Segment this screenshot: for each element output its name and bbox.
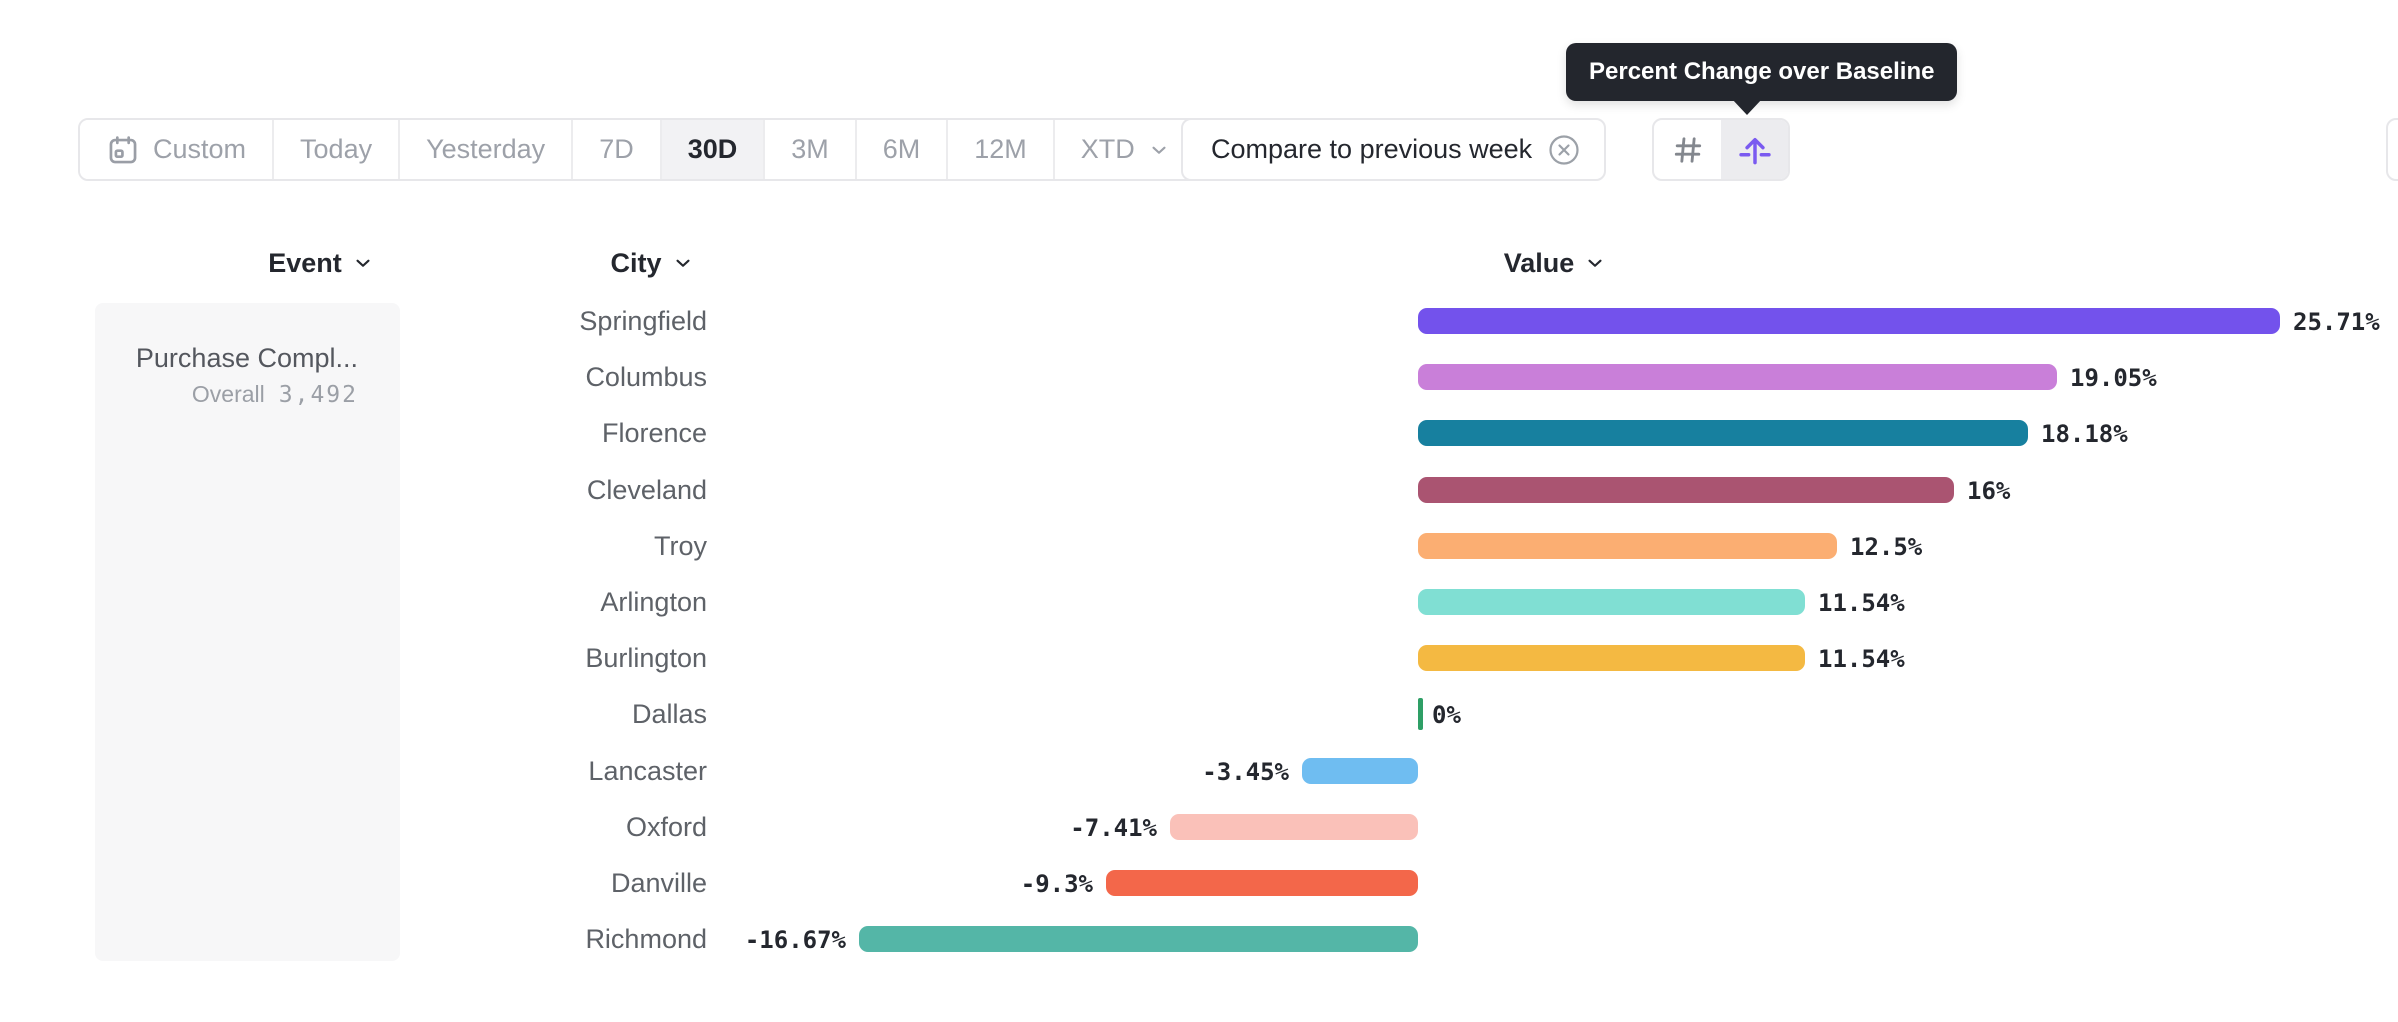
- chevron-down-icon: [352, 252, 374, 274]
- value-label-dallas: 0%: [1432, 701, 1461, 729]
- bar-dallas[interactable]: [1418, 698, 1423, 730]
- chevron-down-icon: [672, 252, 694, 274]
- absolute-values-toggle[interactable]: [1654, 120, 1721, 179]
- value-label-lancaster: -3.45%: [1202, 758, 1289, 786]
- city-label-florence: Florence: [601, 418, 707, 448]
- bar-springfield[interactable]: [1418, 308, 2280, 334]
- city-label-springfield: Springfield: [579, 306, 707, 336]
- chevron-down-icon: [1584, 252, 1606, 274]
- date-range-label: XTD: [1080, 134, 1135, 164]
- date-range-12m[interactable]: 12M: [948, 120, 1055, 179]
- value-label-oxford: -7.41%: [1070, 814, 1157, 842]
- date-range-label: Today: [300, 134, 373, 164]
- event-overall: Overall 3,492: [192, 381, 358, 408]
- date-range-label: Custom: [153, 134, 247, 164]
- column-header-value[interactable]: Value: [1455, 245, 1655, 281]
- city-label-lancaster: Lancaster: [588, 756, 707, 786]
- circle-x-icon[interactable]: [1548, 134, 1580, 166]
- bar-oxford[interactable]: [1170, 814, 1418, 840]
- city-label-columbus: Columbus: [585, 362, 707, 392]
- baseline-arrow-icon: [1736, 131, 1774, 169]
- city-label-dallas: Dallas: [631, 699, 707, 729]
- date-range-label: 6M: [882, 134, 921, 164]
- date-range-label: 12M: [974, 134, 1027, 164]
- bar-arlington[interactable]: [1418, 589, 1805, 615]
- tooltip-text: Percent Change over Baseline: [1589, 58, 1935, 85]
- calendar-icon: [106, 133, 140, 167]
- value-label-springfield: 25.71%: [2293, 308, 2380, 336]
- bar-columbus[interactable]: [1418, 364, 2057, 390]
- event-name: Purchase Compl...: [135, 343, 358, 373]
- city-label-cleveland: Cleveland: [586, 475, 707, 505]
- bar-florence[interactable]: [1418, 420, 2028, 446]
- city-label-danville: Danville: [610, 868, 707, 898]
- date-range-label: Yesterday: [426, 134, 546, 164]
- bar-cleveland[interactable]: [1418, 477, 1954, 503]
- bar-troy[interactable]: [1418, 533, 1837, 559]
- date-range-label: 30D: [687, 134, 738, 164]
- value-label-richmond: -16.67%: [744, 926, 846, 954]
- clipped-toolbar-button[interactable]: [2386, 118, 2398, 181]
- value-label-troy: 12.5%: [1850, 533, 1923, 561]
- bar-burlington[interactable]: [1418, 645, 1805, 671]
- column-header-event[interactable]: Event: [221, 245, 421, 281]
- date-range-label: 3M: [791, 134, 829, 164]
- percent-change-toggle[interactable]: [1721, 120, 1788, 179]
- column-header-city-label: City: [610, 247, 662, 278]
- compare-chip[interactable]: Compare to previous week: [1181, 118, 1607, 181]
- date-range-yesterday[interactable]: Yesterday: [400, 120, 574, 179]
- hash-icon: [1670, 132, 1706, 168]
- date-range-xtd[interactable]: XTD: [1054, 120, 1196, 179]
- value-label-danville: -9.3%: [1020, 870, 1093, 898]
- chevron-down-icon: [1148, 139, 1170, 161]
- date-range-today[interactable]: Today: [274, 120, 401, 179]
- date-range-7d[interactable]: 7D: [573, 120, 662, 179]
- date-range-3m[interactable]: 3M: [765, 120, 857, 179]
- event-overall-label: Overall: [191, 381, 265, 407]
- value-label-arlington: 11.54%: [1818, 589, 1905, 617]
- event-overall-count: 3,492: [278, 382, 358, 408]
- compare-chip-label: Compare to previous week: [1211, 134, 1533, 164]
- date-range-control: Custom Today Yesterday 7D 30D 3M 6M 12M XTD: [78, 118, 1198, 181]
- event-panel[interactable]: Purchase Compl... Overall 3,492: [95, 303, 400, 961]
- city-label-burlington: Burlington: [585, 643, 707, 673]
- column-header-value-label: Value: [1503, 247, 1575, 278]
- column-header-city[interactable]: City: [552, 245, 752, 281]
- bar-danville[interactable]: [1106, 870, 1418, 896]
- city-label-richmond: Richmond: [585, 924, 707, 954]
- city-label-troy: Troy: [654, 531, 707, 561]
- value-label-cleveland: 16%: [1967, 477, 2011, 505]
- value-label-columbus: 19.05%: [2070, 364, 2157, 392]
- date-range-6m[interactable]: 6M: [856, 120, 949, 179]
- value-display-toggle: [1652, 118, 1790, 181]
- tooltip-percent-change-over-baseline: Percent Change over Baseline: [1566, 43, 1958, 101]
- date-range-custom[interactable]: Custom: [80, 120, 275, 179]
- bar-richmond[interactable]: [859, 926, 1418, 952]
- column-header-event-label: Event: [268, 247, 342, 278]
- city-label-oxford: Oxford: [625, 812, 707, 842]
- tooltip-arrow: [1732, 99, 1762, 115]
- date-range-30d[interactable]: 30D: [661, 120, 766, 179]
- value-label-florence: 18.18%: [2041, 420, 2128, 448]
- city-label-arlington: Arlington: [600, 587, 707, 617]
- value-label-burlington: 11.54%: [1818, 645, 1905, 673]
- date-range-label: 7D: [599, 134, 634, 164]
- bar-lancaster[interactable]: [1302, 758, 1418, 784]
